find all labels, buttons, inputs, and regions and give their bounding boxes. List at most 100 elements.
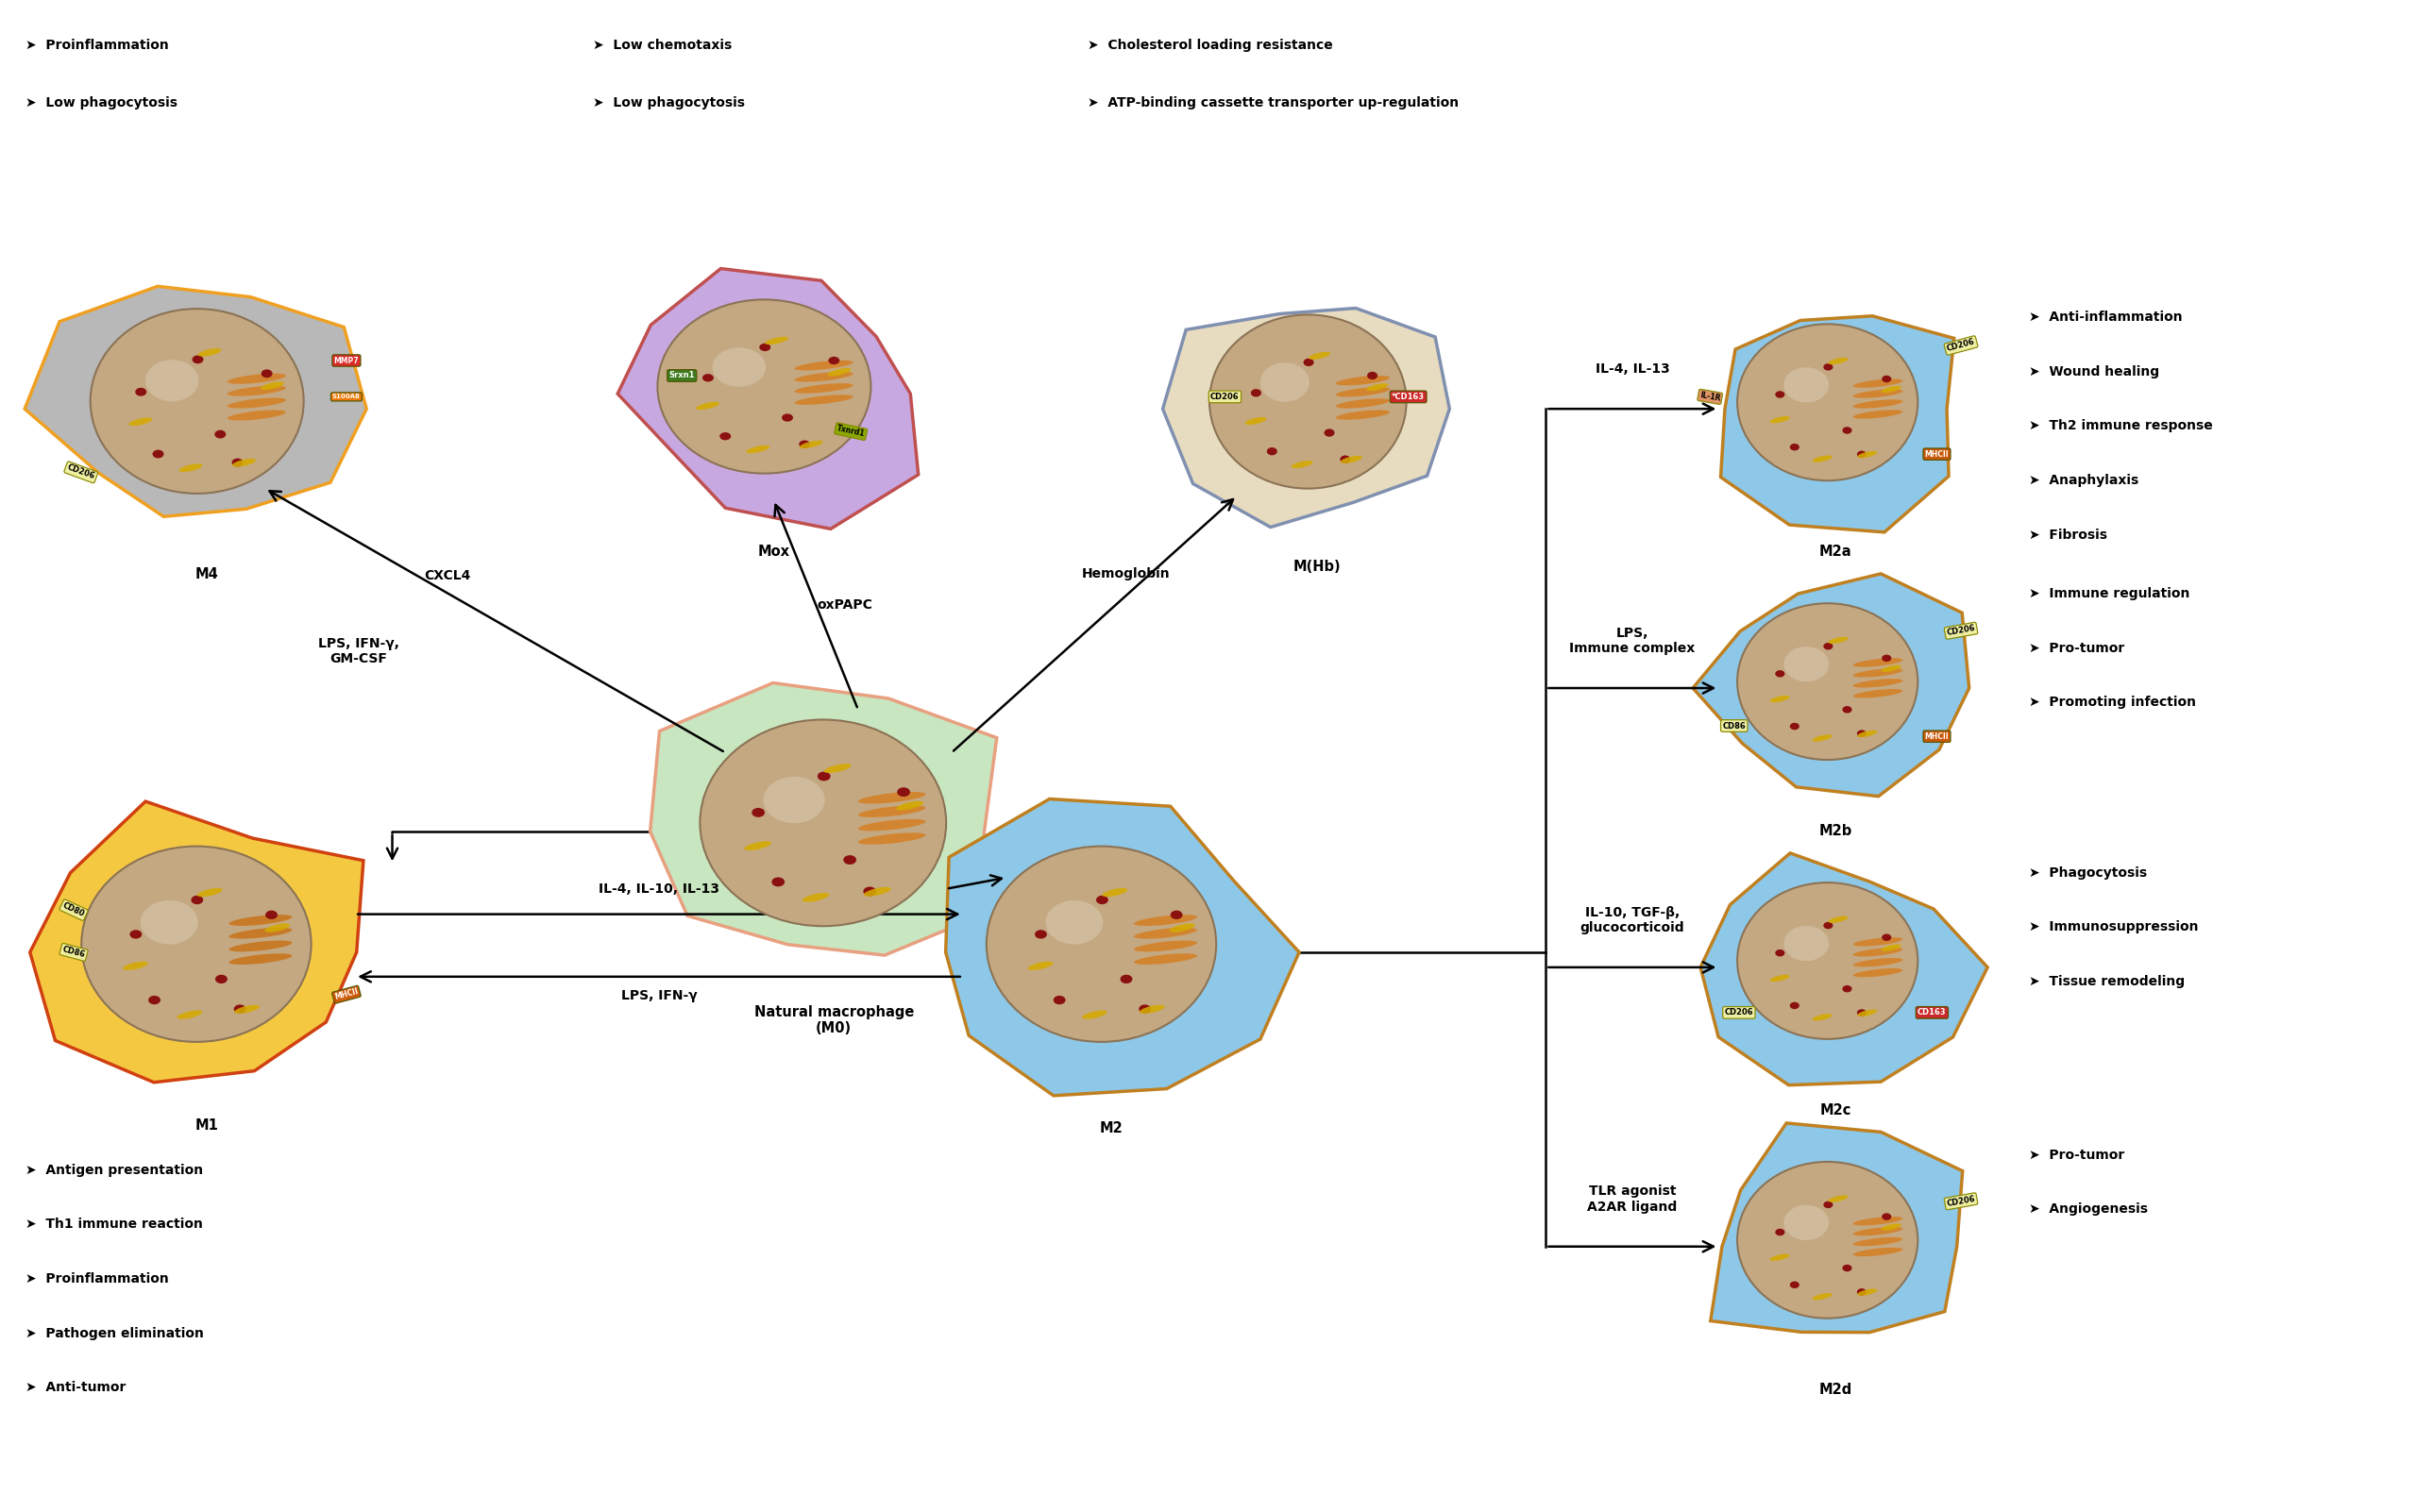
Ellipse shape [751,807,766,816]
Ellipse shape [1140,1005,1165,1013]
Ellipse shape [1882,655,1892,662]
Ellipse shape [191,895,203,904]
Ellipse shape [759,343,771,351]
Text: ➤  Fibrosis: ➤ Fibrosis [2029,528,2107,541]
Ellipse shape [1790,1002,1800,1009]
Ellipse shape [824,764,850,773]
Ellipse shape [858,806,925,818]
Ellipse shape [858,792,925,804]
Ellipse shape [1771,975,1790,981]
Text: ➤  Low chemotaxis: ➤ Low chemotaxis [592,39,732,53]
Ellipse shape [1771,1253,1790,1261]
Ellipse shape [227,386,285,396]
Polygon shape [1162,308,1450,528]
Ellipse shape [1843,426,1853,434]
Ellipse shape [1882,945,1901,951]
Ellipse shape [1853,380,1904,387]
Ellipse shape [1853,968,1904,977]
Text: CD206: CD206 [1945,624,1976,638]
Text: ➤  Anaphylaxis: ➤ Anaphylaxis [2029,473,2138,487]
Ellipse shape [1290,461,1312,469]
Ellipse shape [1790,1281,1800,1288]
Ellipse shape [1824,922,1834,928]
Polygon shape [1711,1123,1962,1332]
Text: M2d: M2d [1819,1382,1853,1397]
Ellipse shape [232,458,244,467]
Polygon shape [1720,316,1955,532]
Ellipse shape [771,877,785,886]
Ellipse shape [266,924,290,931]
Text: *CD163: *CD163 [1392,393,1425,401]
Ellipse shape [1882,665,1901,671]
Text: ➤  Proinflammation: ➤ Proinflammation [27,39,169,53]
Ellipse shape [1261,363,1309,402]
Ellipse shape [1824,363,1834,370]
Text: oxPAPC: oxPAPC [817,599,872,611]
Text: IL-4, IL-13: IL-4, IL-13 [1595,363,1669,375]
Ellipse shape [843,856,855,865]
Text: MHCII: MHCII [333,987,360,1002]
Ellipse shape [1829,916,1848,922]
Ellipse shape [1169,924,1196,931]
Text: ➤  Anti-tumor: ➤ Anti-tumor [27,1380,126,1394]
Ellipse shape [1336,399,1389,408]
Text: IL-1R: IL-1R [1698,390,1720,402]
Text: LPS, IFN-γ: LPS, IFN-γ [621,989,698,1002]
Ellipse shape [747,446,771,454]
Text: M2: M2 [1099,1122,1123,1136]
Text: Hemoglobin: Hemoglobin [1082,567,1169,581]
Ellipse shape [1336,387,1389,396]
Ellipse shape [1858,1288,1868,1296]
Ellipse shape [800,440,809,448]
Ellipse shape [230,954,292,965]
Text: CD163: CD163 [1918,1009,1947,1018]
Text: S100A8: S100A8 [333,395,360,399]
Polygon shape [29,801,362,1083]
Text: LPS, IFN-γ,
GM-CSF: LPS, IFN-γ, GM-CSF [319,637,399,665]
Ellipse shape [1843,1264,1853,1272]
Ellipse shape [1812,735,1831,741]
Ellipse shape [1169,910,1181,919]
Ellipse shape [1790,723,1800,730]
Ellipse shape [795,383,853,393]
Text: CD206: CD206 [1945,1194,1976,1208]
Ellipse shape [1133,928,1198,939]
Ellipse shape [858,833,925,845]
Text: ➤  Antigen presentation: ➤ Antigen presentation [27,1164,203,1176]
Text: M4: M4 [196,567,217,582]
Ellipse shape [1853,658,1904,667]
Ellipse shape [1341,455,1351,463]
Ellipse shape [696,402,720,410]
Ellipse shape [1812,1015,1831,1021]
Text: ➤  Wound healing: ➤ Wound healing [2029,364,2160,378]
Ellipse shape [896,788,911,797]
Ellipse shape [1790,443,1800,451]
Ellipse shape [234,1005,259,1013]
Ellipse shape [858,820,925,832]
Ellipse shape [89,308,304,493]
Ellipse shape [802,892,829,903]
Ellipse shape [1776,950,1785,957]
Text: ➤  Anti-inflammation: ➤ Anti-inflammation [2029,311,2182,324]
Text: M(Hb): M(Hb) [1293,559,1341,575]
Ellipse shape [232,458,256,467]
Ellipse shape [1812,455,1831,463]
Ellipse shape [1853,959,1904,966]
Ellipse shape [800,440,824,449]
Ellipse shape [176,1010,203,1019]
Ellipse shape [230,915,292,925]
Ellipse shape [1858,451,1877,458]
Ellipse shape [1858,730,1877,738]
Polygon shape [1694,573,1969,797]
Polygon shape [650,683,998,956]
Text: MHCII: MHCII [1926,451,1950,458]
Ellipse shape [1858,1288,1877,1296]
Ellipse shape [198,348,222,357]
Ellipse shape [1121,975,1133,983]
Ellipse shape [865,888,892,897]
Ellipse shape [720,432,732,440]
Ellipse shape [1776,392,1785,398]
Text: ➤  Low phagocytosis: ➤ Low phagocytosis [27,97,176,109]
Ellipse shape [128,417,152,426]
Ellipse shape [766,337,788,345]
